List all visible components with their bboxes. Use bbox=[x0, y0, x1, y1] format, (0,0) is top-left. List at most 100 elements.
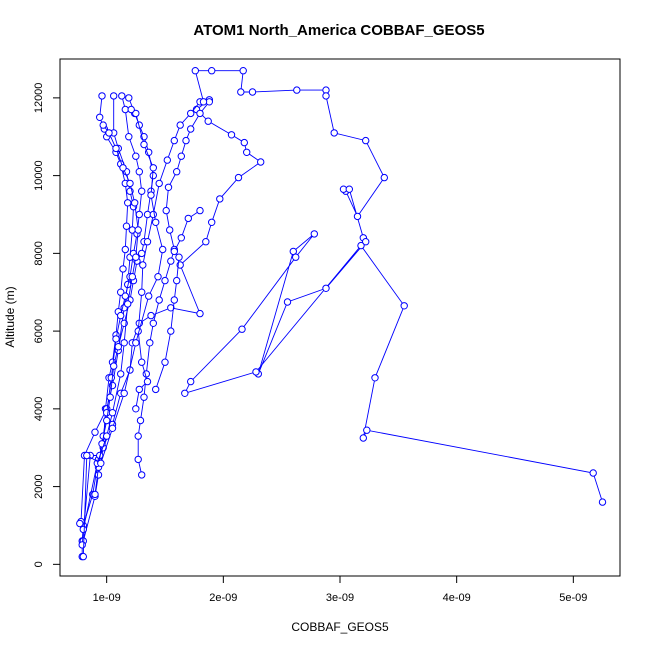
data-point bbox=[143, 238, 152, 246]
data-point bbox=[357, 241, 365, 250]
data-point bbox=[362, 238, 370, 246]
data-point bbox=[106, 393, 114, 401]
data-point bbox=[181, 389, 189, 397]
data-point bbox=[362, 136, 370, 145]
data-point bbox=[234, 173, 243, 182]
data-point bbox=[177, 152, 186, 160]
data-point bbox=[122, 222, 131, 230]
y-tick-label: 8000 bbox=[33, 241, 45, 265]
y-tick-label: 0 bbox=[33, 561, 45, 567]
x-tick-label: 1e-09 bbox=[93, 592, 121, 604]
data-point bbox=[147, 311, 155, 320]
data-point bbox=[243, 148, 251, 157]
data-point bbox=[239, 67, 247, 75]
x-tick-label: 4e-09 bbox=[443, 592, 471, 604]
data-point bbox=[176, 121, 184, 129]
data-point bbox=[240, 138, 249, 147]
data-point bbox=[98, 92, 106, 100]
profile-series bbox=[76, 121, 142, 534]
data-point bbox=[196, 109, 204, 118]
y-axis: 0 2000 4000 6000 8000 10000 12000 bbox=[33, 83, 61, 567]
data-point bbox=[167, 327, 175, 335]
data-point bbox=[363, 426, 371, 434]
data-point bbox=[138, 358, 146, 366]
data-point bbox=[83, 451, 91, 460]
profile-series bbox=[134, 98, 214, 479]
y-tick-label: 12000 bbox=[33, 83, 45, 114]
data-point bbox=[353, 212, 362, 221]
data-point bbox=[140, 140, 148, 149]
profile-series bbox=[79, 92, 132, 545]
data-point bbox=[139, 261, 147, 269]
data-point bbox=[132, 109, 140, 118]
data-point bbox=[149, 319, 158, 327]
data-point bbox=[208, 218, 216, 227]
data-point bbox=[78, 541, 86, 549]
data-point bbox=[161, 358, 169, 366]
data-point bbox=[112, 144, 120, 153]
data-point bbox=[107, 374, 116, 382]
data-point bbox=[125, 94, 133, 102]
data-point bbox=[187, 125, 195, 133]
data-point bbox=[152, 218, 160, 227]
data-point bbox=[127, 105, 135, 114]
series-line bbox=[81, 95, 143, 545]
data-point bbox=[132, 253, 140, 261]
data-point bbox=[105, 129, 113, 137]
data-point bbox=[152, 385, 160, 394]
data-point bbox=[94, 471, 103, 479]
data-point bbox=[199, 98, 208, 106]
data-point bbox=[103, 416, 111, 425]
data-point bbox=[134, 432, 142, 440]
data-point bbox=[155, 179, 163, 188]
data-point bbox=[121, 245, 130, 254]
data-point bbox=[238, 325, 246, 333]
y-tick-label: 6000 bbox=[33, 319, 45, 343]
data-point bbox=[345, 185, 353, 193]
data-point bbox=[110, 362, 118, 370]
data-point bbox=[145, 292, 153, 300]
data-point bbox=[164, 183, 173, 192]
x-tick-label: 5e-09 bbox=[559, 592, 587, 604]
data-point bbox=[170, 136, 179, 145]
data-point bbox=[108, 409, 117, 417]
data-point bbox=[380, 173, 388, 182]
data-point bbox=[167, 257, 175, 265]
data-point bbox=[283, 298, 292, 306]
data-point bbox=[149, 171, 158, 180]
data-point bbox=[161, 276, 169, 285]
data-point bbox=[371, 374, 379, 382]
data-point bbox=[167, 304, 175, 312]
x-axis-label: COBBAF_GEOS5 bbox=[291, 620, 389, 634]
data-point bbox=[292, 253, 300, 261]
data-point bbox=[136, 416, 145, 425]
data-point bbox=[117, 288, 125, 296]
data-point bbox=[131, 199, 139, 207]
profile-series bbox=[132, 98, 204, 413]
data-point bbox=[252, 368, 260, 376]
data-point bbox=[147, 191, 155, 199]
data-point bbox=[227, 131, 236, 139]
y-tick-label: 10000 bbox=[33, 160, 45, 191]
data-point bbox=[216, 195, 224, 203]
data-point bbox=[208, 67, 216, 75]
data-point bbox=[135, 210, 144, 219]
data-point bbox=[76, 519, 84, 528]
data-point bbox=[120, 389, 128, 397]
data-point bbox=[322, 284, 330, 292]
data-point bbox=[120, 339, 128, 347]
data-point bbox=[400, 302, 408, 310]
data-point bbox=[118, 92, 126, 100]
data-point bbox=[143, 377, 152, 386]
profile-series bbox=[79, 105, 167, 561]
profile-series bbox=[78, 92, 146, 549]
data-point bbox=[177, 234, 186, 242]
data-point bbox=[121, 292, 130, 300]
data-point bbox=[182, 136, 190, 145]
data-point bbox=[598, 498, 607, 506]
data-point bbox=[99, 121, 107, 129]
x-axis: 1e-09 2e-09 3e-09 4e-09 5e-09 bbox=[93, 575, 587, 604]
data-point bbox=[146, 339, 154, 347]
data-point bbox=[163, 156, 172, 164]
series-line bbox=[80, 95, 134, 522]
